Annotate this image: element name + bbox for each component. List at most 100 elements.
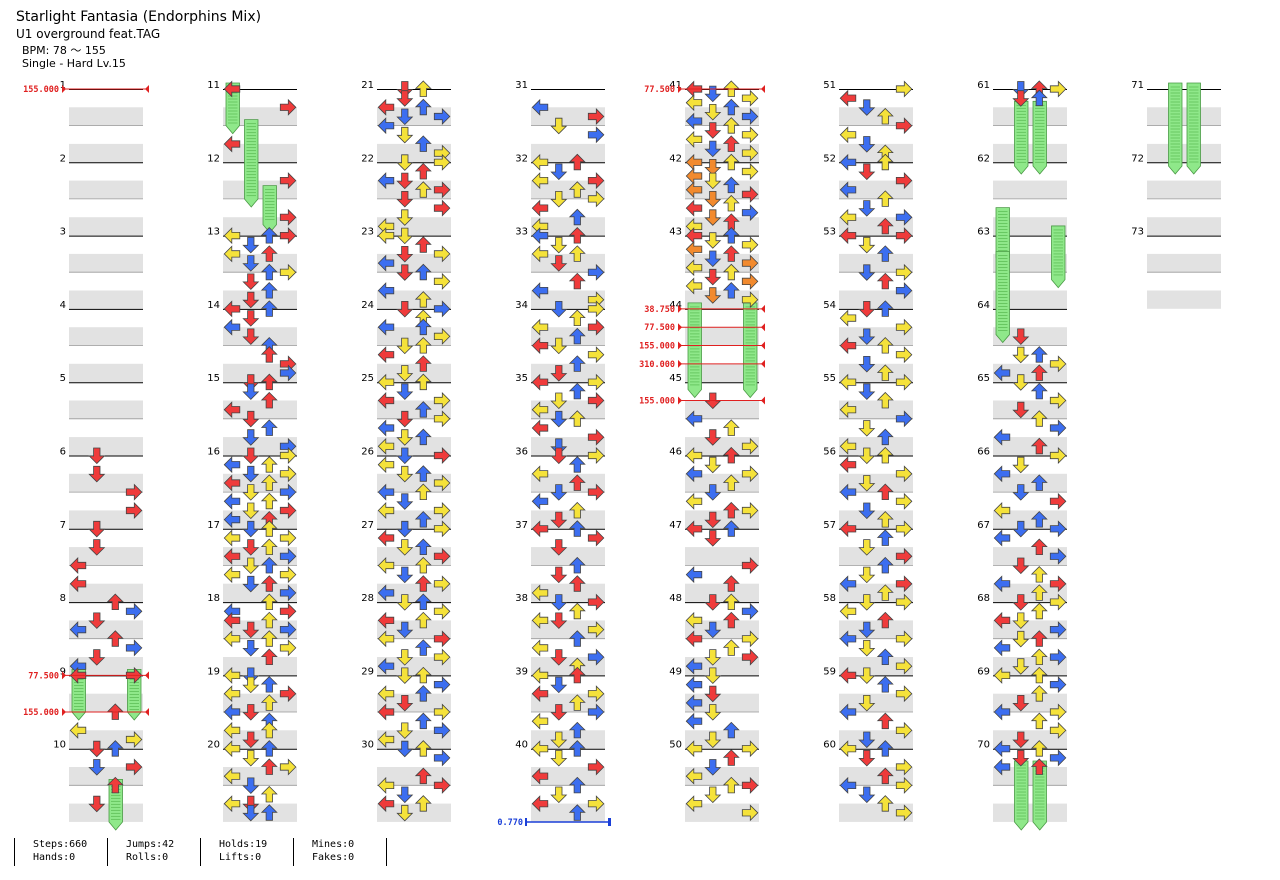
beat-band xyxy=(223,107,297,126)
arrow-note xyxy=(260,785,278,803)
beat-band xyxy=(993,730,1067,749)
arrow-note xyxy=(414,236,432,253)
hold-note xyxy=(1014,760,1029,831)
arrow-note xyxy=(550,410,568,428)
hold-note xyxy=(1168,82,1183,175)
arrow-note xyxy=(1049,749,1067,767)
arrow-note xyxy=(1012,630,1030,648)
arrow-note xyxy=(396,383,414,400)
arrow-note xyxy=(587,190,605,208)
arrow-note xyxy=(433,676,451,694)
arrow-note xyxy=(242,640,260,657)
arrow-note xyxy=(568,740,586,757)
arrow-note xyxy=(568,602,586,620)
arrow-note xyxy=(993,758,1011,776)
arrow-note xyxy=(88,612,106,629)
bpm-change-label: 77.500 xyxy=(644,323,675,333)
beat-band xyxy=(993,803,1067,822)
beat-band xyxy=(377,400,451,419)
song-title: Starlight Fantasia (Endorphins Mix) xyxy=(16,9,262,25)
beat-band xyxy=(531,693,605,712)
measure-number: 15 xyxy=(207,373,220,384)
beat-band xyxy=(377,363,451,383)
arrow-note xyxy=(396,695,414,712)
arrow-note xyxy=(106,740,124,757)
measure-number: 57 xyxy=(823,520,836,531)
arrow-note xyxy=(377,254,395,272)
arrow-note xyxy=(722,446,740,464)
arrow-note xyxy=(550,676,568,694)
arrow-note xyxy=(722,749,740,766)
arrow-note xyxy=(685,181,703,199)
arrow-note xyxy=(704,140,722,158)
bpm-change-tick xyxy=(678,304,682,313)
arrow-note xyxy=(242,291,260,309)
beat-band xyxy=(223,143,297,163)
arrow-note xyxy=(858,264,876,281)
arrow-note xyxy=(839,630,857,648)
beat-band xyxy=(69,143,143,163)
arrow-note xyxy=(414,318,432,336)
beat-band xyxy=(1147,217,1221,236)
arrow-note xyxy=(396,209,414,226)
arrow-note xyxy=(895,721,913,739)
arrow-note xyxy=(414,135,432,152)
beat-band xyxy=(223,253,297,273)
arrow-note xyxy=(839,703,857,721)
arrow-note xyxy=(377,373,395,391)
arrow-note xyxy=(433,575,451,593)
arrow-note xyxy=(1030,410,1048,427)
beat-band xyxy=(839,400,913,419)
arrow-note xyxy=(839,227,857,245)
arrow-note xyxy=(568,227,586,244)
arrow-note xyxy=(531,98,549,116)
beat-band xyxy=(839,730,913,749)
arrow-note xyxy=(685,795,703,813)
beat-band xyxy=(839,620,913,639)
measure-number: 68 xyxy=(977,593,990,604)
beat-band xyxy=(69,730,143,749)
measure-number: 17 xyxy=(207,520,220,531)
stat-steps: Steps:660 xyxy=(33,839,88,850)
arrow-note xyxy=(279,685,297,703)
stat-lifts: Lifts:0 xyxy=(219,852,262,863)
arrow-note xyxy=(839,575,857,593)
measure-number: 47 xyxy=(669,520,682,531)
hold-note xyxy=(995,251,1010,344)
arrow-note xyxy=(531,795,549,813)
arrow-note xyxy=(858,420,876,437)
arrow-note xyxy=(260,300,278,317)
arrow-note xyxy=(858,539,876,556)
bpm-change-label: 38.750 xyxy=(644,305,675,315)
bpm-change-tick xyxy=(761,341,765,350)
arrow-note xyxy=(223,135,241,153)
arrow-note xyxy=(685,112,703,130)
arrow-note xyxy=(260,419,278,436)
arrow-note xyxy=(568,245,586,262)
arrow-note xyxy=(993,703,1011,721)
arrow-note xyxy=(396,264,414,281)
beat-band xyxy=(685,437,759,456)
arrow-note xyxy=(858,236,876,254)
beat-band xyxy=(531,180,605,199)
arrow-note xyxy=(223,547,241,565)
beat-band xyxy=(993,620,1067,639)
beat-band xyxy=(223,803,297,822)
arrow-note xyxy=(722,153,740,171)
arrow-note xyxy=(722,575,740,592)
arrow-note xyxy=(377,529,395,547)
arrow-note xyxy=(550,511,568,529)
beat-band xyxy=(223,473,297,493)
arrow-note xyxy=(531,373,549,391)
arrow-note xyxy=(223,703,241,721)
arrow-note xyxy=(242,310,260,327)
arrow-note xyxy=(279,502,297,519)
beat-band xyxy=(839,327,913,346)
arrow-note xyxy=(895,520,913,538)
arrow-note xyxy=(876,364,894,381)
arrow-note xyxy=(858,594,876,611)
measure-number: 27 xyxy=(361,520,374,531)
arrow-note xyxy=(242,621,260,639)
arrow-note xyxy=(858,750,876,767)
beat-band xyxy=(531,290,605,309)
